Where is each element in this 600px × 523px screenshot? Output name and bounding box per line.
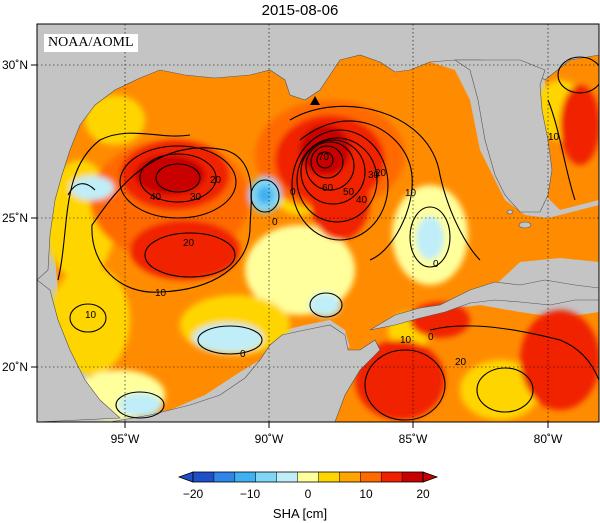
colorbar-title: SHA [cm] xyxy=(272,506,328,521)
lat-label-20n: 20˚N xyxy=(2,360,28,374)
contour-label: 70 xyxy=(318,152,330,163)
colorbar-tick-label: −10 xyxy=(240,487,261,501)
contour-label: 60 xyxy=(322,183,334,194)
colorbar-swatch xyxy=(193,472,215,482)
colorbar-min-arrow xyxy=(177,471,194,483)
contour-label: 20 xyxy=(375,168,387,179)
lon-label-90w: 90˚W xyxy=(255,432,284,446)
station-marker-icon xyxy=(310,96,320,105)
colorbar-tick-label: 0 xyxy=(305,487,312,501)
colorbar-tick-label: 10 xyxy=(359,487,373,501)
colorbar-swatch xyxy=(381,472,403,482)
colorbar-swatch xyxy=(318,472,340,482)
colorbar-swatch xyxy=(255,472,277,482)
colorbar-tick-label: 20 xyxy=(416,487,430,501)
colorbar-swatch xyxy=(234,472,257,482)
contour-value-labels: 40 30 20 20 10 10 0 0 0 70 60 50 40 30 2… xyxy=(85,132,560,368)
contour-label: 10 xyxy=(400,335,412,346)
contour-label: 30 xyxy=(368,170,380,181)
map-title: 2015-08-06 xyxy=(261,2,339,19)
credit-label: NOAA/AOML xyxy=(44,34,138,52)
contour-label: 0 xyxy=(290,187,296,198)
colorbar-swatch xyxy=(339,472,361,482)
contour-label: 0 xyxy=(428,332,434,343)
contour-label: 10 xyxy=(405,188,417,199)
lon-label-80w: 80˚W xyxy=(534,432,563,446)
colorbar-max-arrow xyxy=(422,471,439,483)
colorbar-frame xyxy=(192,471,424,483)
contour-label: 50 xyxy=(343,187,355,198)
lon-label-95w: 95˚W xyxy=(111,432,140,446)
contour-label: 30 xyxy=(190,192,202,203)
contour-label: 0 xyxy=(272,217,278,228)
colorbar-swatch xyxy=(213,472,236,482)
contour-label: 0 xyxy=(433,259,439,270)
colorbar xyxy=(177,471,439,483)
colorbar-tick-label: −20 xyxy=(183,487,204,501)
map-frame xyxy=(36,23,600,423)
graticule xyxy=(37,24,599,422)
lon-label-85w: 85˚W xyxy=(399,432,428,446)
contour-lines xyxy=(57,56,599,421)
colorbar-swatch xyxy=(297,472,319,482)
contour-label: 10 xyxy=(548,132,560,143)
tick-marks xyxy=(31,64,549,428)
contour-label: 10 xyxy=(155,288,167,299)
contour-label: 20 xyxy=(455,357,467,368)
contour-label: 40 xyxy=(356,195,368,206)
colorbar-swatch xyxy=(360,472,382,482)
contour-label: 10 xyxy=(85,310,97,321)
contour-label: 40 xyxy=(150,192,162,203)
colorbar-swatch xyxy=(276,472,298,482)
contour-label: 0 xyxy=(240,349,246,360)
contour-label: 20 xyxy=(210,175,222,186)
colorbar-swatch xyxy=(402,472,424,482)
contour-label: 20 xyxy=(183,238,195,249)
lat-label-25n: 25˚N xyxy=(2,211,28,225)
lat-label-30n: 30˚N xyxy=(2,58,28,72)
